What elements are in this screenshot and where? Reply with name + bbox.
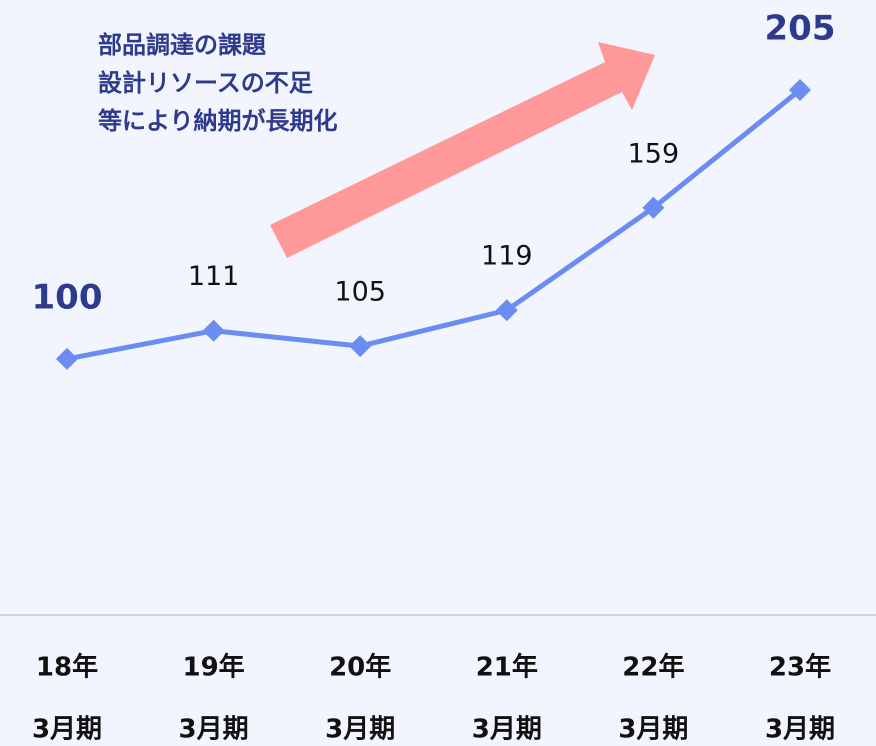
annotation: 設計リソースの不足 (98, 69, 313, 97)
x-tick-label: 23年 (769, 652, 831, 683)
marker (349, 335, 372, 358)
data-label: 119 (481, 241, 533, 272)
x-tick-label: 19年 (183, 652, 245, 683)
data-label: 111 (188, 261, 240, 292)
x-tick-label: 3月期 (179, 715, 249, 745)
x-tick-label: 3月期 (325, 715, 395, 745)
x-tick-label: 3月期 (32, 715, 102, 745)
x-tick-label: 3月期 (765, 715, 835, 745)
marker (642, 196, 665, 219)
x-tick-label: 18年 (36, 652, 98, 683)
marker (202, 319, 225, 342)
x-tick-label: 21年 (476, 652, 538, 683)
data-label: 159 (628, 138, 680, 169)
x-tick-label: 20年 (329, 652, 391, 683)
marker (789, 79, 811, 101)
x-tick-label: 3月期 (472, 715, 542, 745)
trend-arrow (270, 42, 655, 258)
annotation: 等により納期が長期化 (98, 107, 338, 135)
x-tick-label: 3月期 (618, 715, 688, 745)
data-label: 100 (32, 277, 103, 317)
annotation: 部品調達の課題 (98, 31, 267, 59)
x-tick-label: 22年 (622, 652, 684, 683)
data-label: 205 (765, 9, 836, 49)
data-label: 105 (334, 277, 386, 308)
line (66, 88, 802, 362)
marker (495, 299, 518, 322)
marker (56, 347, 78, 370)
